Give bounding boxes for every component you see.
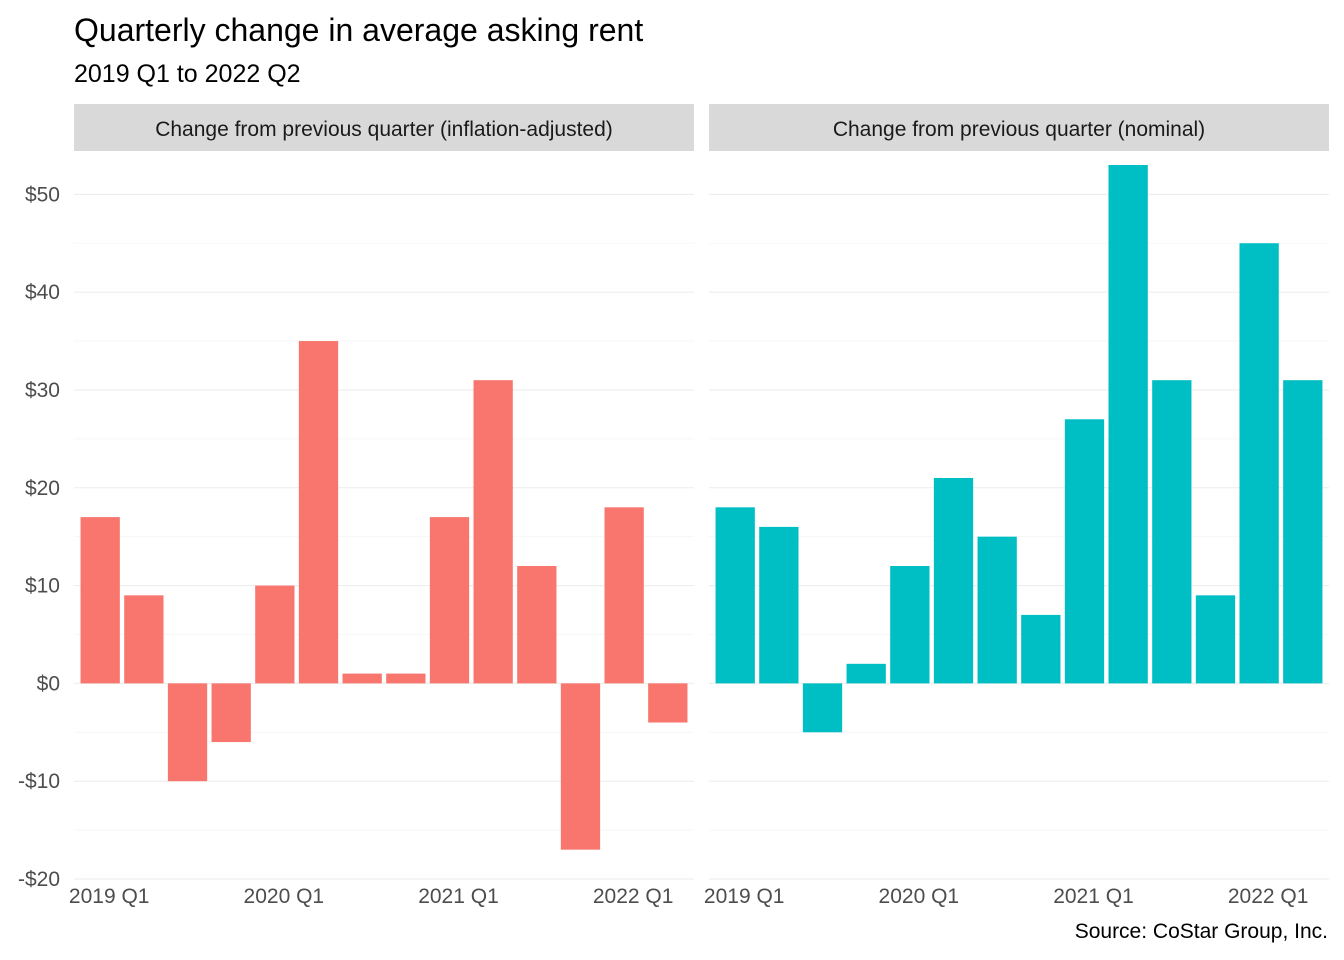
bar — [1283, 380, 1323, 684]
bar — [604, 507, 644, 684]
bar — [342, 673, 382, 684]
chart-caption: Source: CoStar Group, Inc. — [1074, 920, 1328, 943]
bar — [1239, 243, 1279, 684]
x-tick-label: 2021 Q1 — [1053, 885, 1134, 908]
bar — [429, 517, 470, 684]
x-tick-label: 2020 Q1 — [244, 885, 325, 908]
bar — [473, 380, 513, 684]
bar — [846, 663, 886, 684]
facet-strip — [74, 104, 694, 151]
chart-title: Quarterly change in average asking rent — [74, 12, 644, 48]
bar — [1064, 419, 1105, 684]
bar — [1152, 380, 1192, 684]
y-tick-label: $50 — [25, 183, 60, 206]
bar — [80, 517, 120, 684]
bar — [124, 595, 164, 684]
y-tick-label: $40 — [25, 281, 60, 304]
x-tick-label: 2019 Q1 — [69, 885, 150, 908]
bar — [167, 683, 208, 782]
bar — [255, 585, 295, 684]
bar — [298, 341, 339, 684]
y-tick-label: $30 — [25, 379, 60, 402]
bar — [715, 507, 755, 684]
bar — [759, 526, 799, 684]
x-tick-label: 2022 Q1 — [593, 885, 674, 908]
y-tick-label: $10 — [25, 575, 60, 598]
x-tick-label: 2022 Q1 — [1228, 885, 1309, 908]
bar — [890, 566, 930, 684]
y-tick-label: $20 — [25, 477, 60, 500]
bar — [802, 683, 843, 733]
x-tick-label: 2020 Q1 — [879, 885, 960, 908]
y-tick-label: -$20 — [18, 868, 60, 891]
bar — [648, 683, 688, 723]
y-tick-label: $0 — [37, 672, 60, 695]
facet-strip-label: Change from previous quarter (inflation-… — [155, 118, 613, 141]
chart-subtitle: 2019 Q1 to 2022 Q2 — [74, 60, 301, 88]
bar — [1021, 614, 1061, 684]
x-tick-label: 2019 Q1 — [704, 885, 785, 908]
bar — [517, 566, 557, 684]
y-tick-label: -$10 — [18, 770, 60, 793]
bar — [1195, 595, 1236, 684]
facet-strip — [709, 104, 1329, 151]
facet-strip-label: Change from previous quarter (nominal) — [833, 118, 1205, 141]
bar — [1108, 165, 1148, 684]
bar — [386, 673, 426, 684]
bar — [211, 683, 251, 743]
x-tick-label: 2021 Q1 — [418, 885, 499, 908]
bar — [560, 683, 601, 850]
bar — [933, 477, 974, 684]
bar — [977, 536, 1017, 684]
